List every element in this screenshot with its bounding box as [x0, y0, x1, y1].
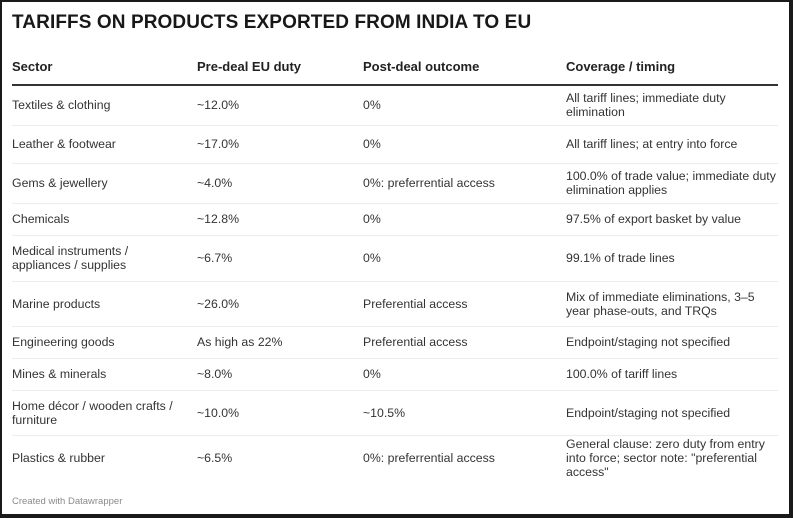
- table-row: Engineering goods As high as 22% Prefere…: [12, 326, 778, 359]
- cell-pre-deal-duty: ~6.7%: [197, 235, 363, 282]
- cell-post-deal-outcome: 0%: [363, 85, 566, 126]
- table-row: Mines & minerals ~8.0% 0% 100.0% of tari…: [12, 358, 778, 391]
- cell-coverage-timing: All tariff lines; immediate duty elimina…: [566, 85, 778, 126]
- cell-sector: Mines & minerals: [12, 358, 197, 391]
- cell-post-deal-outcome: 0%: [363, 235, 566, 282]
- cell-post-deal-outcome: 0%: [363, 203, 566, 236]
- header-row: Sector Pre-deal EU duty Post-deal outcom…: [12, 50, 778, 86]
- table-title: TARIFFS ON PRODUCTS EXPORTED FROM INDIA …: [12, 12, 532, 33]
- cell-coverage-timing: 100.0% of trade value; immediate duty el…: [566, 163, 778, 204]
- cell-pre-deal-duty: ~26.0%: [197, 281, 363, 327]
- cell-coverage-timing: Endpoint/staging not specified: [566, 390, 778, 436]
- cell-sector: Chemicals: [12, 203, 197, 236]
- cell-pre-deal-duty: ~4.0%: [197, 163, 363, 204]
- table-row: Chemicals ~12.8% 0% 97.5% of export bask…: [12, 203, 778, 236]
- cell-post-deal-outcome: 0%: [363, 358, 566, 391]
- cell-sector: Plastics & rubber: [12, 451, 105, 466]
- cell-sector: Leather & footwear: [12, 125, 197, 164]
- cell-coverage-timing: 100.0% of tariff lines: [566, 358, 778, 391]
- cell-sector: Home décor / wooden crafts / furniture: [12, 390, 197, 436]
- cell-sector: Medical instruments / appliances / suppl…: [12, 235, 197, 282]
- column-header-coverage-timing[interactable]: Coverage / timing: [566, 50, 778, 86]
- cell-coverage-timing: 97.5% of export basket by value: [566, 203, 778, 236]
- cell-sector: Gems & jewellery: [12, 163, 197, 204]
- cell-pre-deal-duty: ~6.5%: [197, 451, 233, 466]
- cell-post-deal-outcome: 0%: preferrential access: [363, 163, 566, 204]
- cell-pre-deal-duty: ~8.0%: [197, 358, 363, 391]
- table-row: Home décor / wooden crafts / furniture ~…: [12, 390, 778, 436]
- cell-post-deal-outcome: Preferential access: [363, 281, 566, 327]
- cell-pre-deal-duty: ~12.0%: [197, 85, 363, 126]
- attribution-footer: Created with Datawrapper: [12, 496, 123, 507]
- cell-coverage-timing: Mix of immediate eliminations, 3–5 year …: [566, 281, 778, 327]
- table-row: Plastics & rubber ~6.5% 0%: preferrentia…: [12, 435, 778, 481]
- table-row: Textiles & clothing ~12.0% 0% All tariff…: [12, 85, 778, 126]
- cell-coverage-timing: All tariff lines; at entry into force: [566, 125, 778, 164]
- table-row: Leather & footwear ~17.0% 0% All tariff …: [12, 125, 778, 164]
- cell-coverage-timing: Endpoint/staging not specified: [566, 326, 778, 359]
- cell-post-deal-outcome: ~10.5%: [363, 390, 566, 436]
- tariff-table: Sector Pre-deal EU duty Post-deal outcom…: [12, 50, 778, 481]
- cell-post-deal-outcome: Preferential access: [363, 326, 566, 359]
- cell-pre-deal-duty: ~17.0%: [197, 125, 363, 164]
- cell-sector: Engineering goods: [12, 326, 197, 359]
- column-header-sector[interactable]: Sector: [12, 50, 197, 86]
- cell-pre-deal-duty: ~12.8%: [197, 203, 363, 236]
- table-row: Medical instruments / appliances / suppl…: [12, 235, 778, 282]
- column-header-pre-deal-duty[interactable]: Pre-deal EU duty: [197, 50, 363, 86]
- cell-coverage-timing: General clause: zero duty from entry int…: [566, 437, 765, 480]
- cell-pre-deal-duty: As high as 22%: [197, 326, 363, 359]
- cell-post-deal-outcome: 0%: [363, 125, 566, 164]
- column-header-post-deal-outcome[interactable]: Post-deal outcome: [363, 50, 566, 86]
- cell-sector: Textiles & clothing: [12, 85, 197, 126]
- cell-sector: Marine products: [12, 281, 197, 327]
- cell-pre-deal-duty: ~10.0%: [197, 390, 363, 436]
- table-row: Gems & jewellery ~4.0% 0%: preferrential…: [12, 163, 778, 204]
- cell-post-deal-outcome: 0%: preferrential access: [363, 451, 495, 466]
- table-row: Marine products ~26.0% Preferential acce…: [12, 281, 778, 327]
- cell-coverage-timing: 99.1% of trade lines: [566, 235, 778, 282]
